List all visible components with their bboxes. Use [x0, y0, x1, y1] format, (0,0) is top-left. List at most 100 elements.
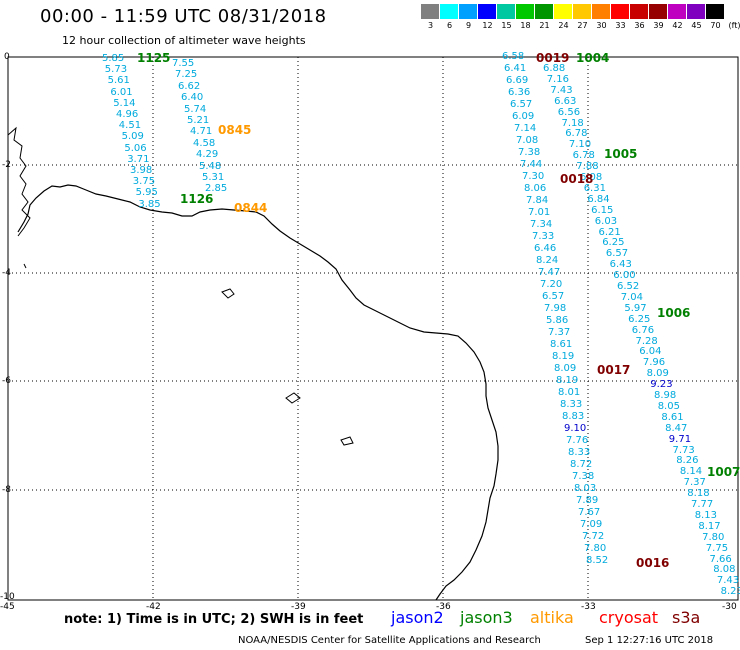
- wave-height-value: 5.85: [102, 53, 125, 64]
- y-label-10: -10: [0, 592, 15, 602]
- legend-altika: altika: [530, 608, 574, 627]
- wave-height-value: 6.78: [565, 128, 588, 140]
- legend-jason3: jason3: [460, 608, 513, 627]
- island: [221, 288, 235, 299]
- colorbar-label: 21: [539, 21, 550, 30]
- wave-height-value: 7.72: [582, 531, 605, 542]
- wave-height-value: 6.57: [510, 99, 533, 110]
- x-label-36: -36: [436, 602, 451, 612]
- map-title: 00:00 - 11:59 UTC 08/31/2018: [40, 6, 327, 27]
- wave-height-value: 2.85: [205, 183, 228, 195]
- x-label-42: -42: [146, 602, 161, 612]
- colorbar-swatch: [421, 4, 440, 19]
- wave-height-value: 7.88: [576, 161, 599, 173]
- colorbar-label: 24: [558, 21, 569, 30]
- colorbar-label: 70: [710, 21, 721, 30]
- colorbar-label: 12: [482, 21, 493, 30]
- wave-height-value: 7.43: [716, 575, 740, 587]
- colorbar-swatch: [535, 4, 554, 19]
- wave-height-value: 6.25: [628, 313, 651, 325]
- colorbar-swatch: [554, 4, 573, 19]
- time-label: 1125: [137, 51, 171, 65]
- wave-height-value: 9.23: [650, 379, 673, 391]
- time-label: 0016: [636, 556, 670, 570]
- wave-height-value: 8.01: [558, 387, 581, 398]
- colorbar-swatch: [668, 4, 687, 19]
- wave-height-value: 7.34: [530, 219, 553, 230]
- time-label: 1126: [180, 192, 214, 206]
- wave-height-value: 8.09: [646, 368, 669, 380]
- colorbar-label: 15: [501, 21, 512, 30]
- wave-height-value: 9.10: [564, 423, 587, 434]
- colorbar-swatch: [459, 4, 478, 19]
- wave-height-value: 6.84: [587, 193, 610, 205]
- island: [340, 436, 354, 446]
- y-label-8: -8: [2, 485, 11, 495]
- y-label-2: -2: [2, 160, 11, 170]
- wave-height-value: 5.73: [104, 64, 128, 76]
- wave-height-value: 7.67: [578, 507, 601, 518]
- wave-height-value: 4.96: [116, 109, 139, 120]
- time-label: 1006: [657, 306, 691, 320]
- time-label: 0018: [560, 172, 594, 186]
- wave-height-value: 7.84: [526, 195, 549, 206]
- timestamp: Sep 1 12:27:16 UTC 2018: [585, 635, 714, 646]
- wave-height-value: 6.56: [557, 106, 581, 118]
- wave-height-value: 7.14: [514, 123, 537, 134]
- colorbar-label: 27: [577, 21, 588, 30]
- wave-height-value: 6.25: [602, 237, 625, 249]
- wave-height-value: 7.16: [546, 73, 569, 85]
- colorbar-label: 9: [465, 21, 472, 30]
- wave-height-value: 5.31: [202, 172, 225, 183]
- time-label: 0845: [218, 123, 252, 137]
- wave-height-value: 6.09: [512, 111, 535, 122]
- colorbar-label: (ft): [728, 21, 740, 30]
- wave-height-value: 8.08: [713, 564, 736, 576]
- wave-height-value: 5.97: [624, 302, 647, 314]
- colorbar-label: 45: [691, 21, 702, 30]
- legend-s3a: s3a: [672, 608, 701, 627]
- wave-height-value: 7.33: [532, 231, 555, 242]
- colorbar-label: 39: [653, 21, 664, 30]
- wave-height-value: 7.98: [544, 303, 567, 314]
- wave-height-value: 6.57: [542, 291, 565, 302]
- wave-height-value: 6.52: [617, 281, 640, 292]
- time-label: 0017: [597, 363, 631, 377]
- wave-height-value: 8.13: [694, 509, 717, 521]
- wave-height-value: 5.61: [107, 75, 130, 87]
- wave-height-value: 5.48: [199, 160, 222, 172]
- wave-height-value: 6.43: [609, 259, 632, 271]
- island: [285, 392, 301, 404]
- wave-height-value: 8.26: [676, 455, 699, 467]
- y-label-6: -6: [2, 376, 11, 386]
- wave-height-value: 6.00: [613, 270, 636, 282]
- y-label-0: 0: [4, 52, 10, 62]
- wave-height-value: 7.38: [572, 471, 595, 482]
- wave-height-value: 7.66: [709, 553, 732, 565]
- x-label-30: -30: [722, 602, 737, 612]
- wave-height-value: 8.18: [687, 488, 710, 500]
- time-label: 1005: [604, 147, 638, 161]
- x-label-45: -45: [0, 602, 15, 612]
- wave-height-value: 7.09: [580, 519, 603, 530]
- colorbar-labels: 3 6 9 12 15 18 21 24 27 30 33 36 39 42 45 70 (ft): [421, 21, 740, 30]
- colorbar-label: 42: [672, 21, 683, 30]
- colorbar-swatch: [440, 4, 459, 19]
- wave-height-value: 8.61: [661, 411, 684, 423]
- wave-height-value: 7.44: [520, 159, 543, 170]
- wave-height-value: 8.72: [570, 459, 593, 470]
- wave-height-value: 6.04: [639, 346, 662, 358]
- wave-height-value: 5.06: [124, 142, 147, 154]
- island: [23, 263, 27, 269]
- wave-height-value: 6.01: [110, 86, 133, 98]
- wave-height-value: 7.55: [172, 58, 195, 69]
- wave-height-value: 7.10: [568, 139, 592, 151]
- wave-height-value: 7.89: [576, 495, 599, 506]
- wave-height-value: 7.20: [540, 279, 563, 290]
- wave-height-value: 8.47: [665, 422, 688, 434]
- wave-height-value: 5.21: [187, 115, 210, 126]
- wave-height-value: 7.80: [702, 531, 725, 543]
- wave-height-value: 3.71: [127, 153, 150, 165]
- legend-cryosat: cryosat: [599, 608, 659, 627]
